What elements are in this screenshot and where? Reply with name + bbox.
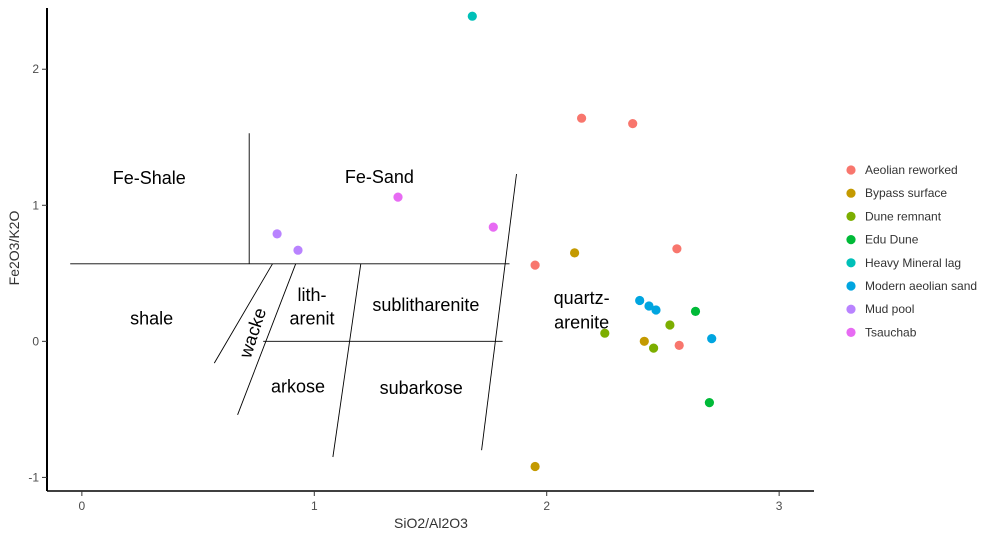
data-point [672, 244, 682, 254]
data-point [707, 334, 717, 344]
data-point [628, 119, 638, 129]
data-point [704, 398, 715, 408]
legend-label: Edu Dune [865, 233, 919, 247]
data-points [272, 11, 717, 472]
classification-boundaries [70, 133, 517, 458]
boundary-line [213, 263, 273, 364]
legend-label: Aeolian reworked [865, 163, 958, 177]
region-label: wacke [235, 305, 270, 361]
region-label: Fe-Sand [345, 167, 414, 187]
legend-label: Heavy Mineral lag [865, 256, 961, 270]
x-axis-title: SiO2/Al2O3 [394, 515, 468, 531]
data-point [488, 222, 498, 232]
data-point [530, 461, 540, 472]
data-point [600, 328, 610, 338]
region-label: quartz- [554, 288, 610, 308]
data-point [530, 260, 540, 270]
region-label: shale [130, 308, 173, 328]
data-point [467, 11, 477, 21]
y-tick-label: 1 [32, 198, 39, 212]
y-axis-ticks: -1 0 1 2 [28, 62, 47, 484]
region-label: arkose [271, 376, 325, 396]
data-point [665, 320, 675, 330]
region-label: arenit [289, 308, 334, 328]
legend-marker [846, 281, 856, 291]
data-point [690, 306, 701, 316]
legend-marker [846, 165, 856, 175]
legend-label: Bypass surface [865, 186, 947, 200]
region-label: lith- [297, 285, 326, 305]
legend-marker [846, 188, 856, 198]
y-tick-label: -1 [28, 470, 39, 484]
legend-marker [846, 211, 856, 221]
y-axis-title: Fe2O3/K2O [6, 211, 22, 286]
legend-label: Dune remnant [865, 209, 942, 223]
boundary-line [481, 173, 517, 451]
legend-label: Modern aeolian sand [865, 279, 977, 293]
data-point [272, 229, 282, 239]
y-tick-label: 0 [32, 334, 39, 348]
x-tick-label: 0 [79, 499, 86, 513]
legend-marker [846, 235, 856, 245]
region-label: subarkose [380, 378, 463, 398]
legend-marker [846, 327, 856, 337]
data-point [651, 305, 661, 315]
legend-label: Tsauchab [865, 325, 917, 339]
legend-marker [846, 304, 856, 314]
data-point [393, 192, 403, 202]
region-label: arenite [554, 312, 609, 332]
region-label: Fe-Shale [113, 168, 186, 188]
data-point [644, 301, 654, 311]
data-point [577, 113, 587, 123]
region-labels: Fe-Shale Fe-Sand shale lith-arenit sublithar… [113, 167, 610, 398]
data-point [570, 248, 580, 258]
x-tick-label: 2 [543, 499, 550, 513]
axes: 0 1 2 3 -1 0 1 2 SiO2/Al2O3 Fe2O3/K2O [6, 8, 814, 531]
data-point [674, 340, 684, 350]
legend-marker [846, 258, 856, 268]
y-tick-label: 2 [32, 62, 39, 76]
data-point [293, 245, 303, 255]
region-label: sublitharenite [372, 295, 479, 315]
x-tick-label: 3 [776, 499, 783, 513]
data-point [639, 336, 649, 346]
x-tick-label: 1 [311, 499, 318, 513]
x-axis-ticks: 0 1 2 3 [79, 491, 783, 513]
boundary-line [332, 263, 362, 458]
boundary-line [237, 263, 297, 415]
legend-label: Mud pool [865, 302, 914, 316]
legend: Aeolian reworked Bypass surface Dune remna… [846, 163, 977, 339]
data-point [635, 295, 645, 306]
data-point [649, 343, 659, 353]
